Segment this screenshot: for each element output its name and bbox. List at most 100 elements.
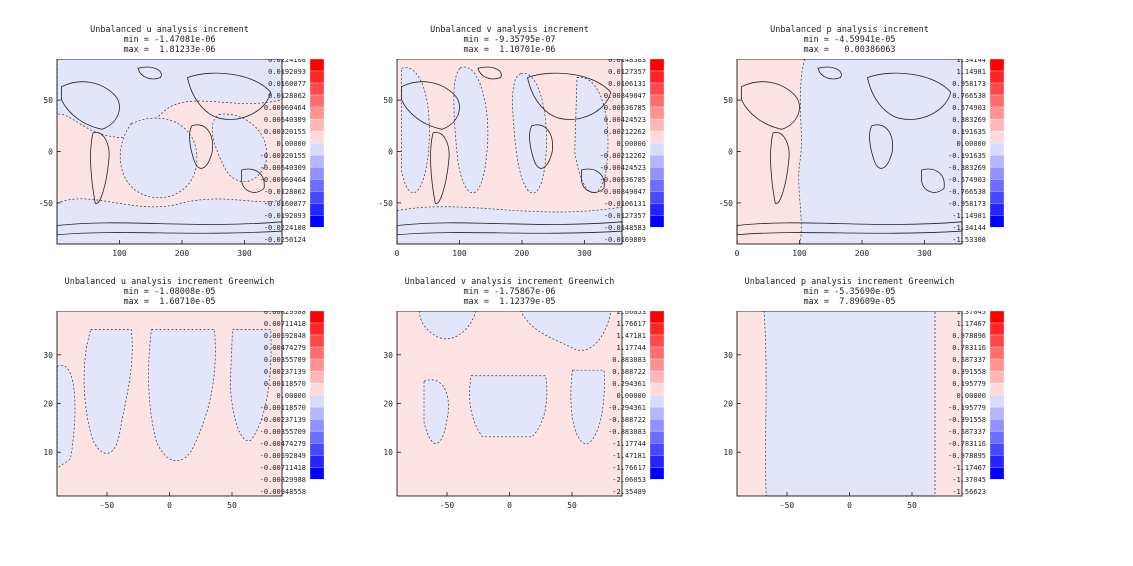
x-tick-label: 200 bbox=[175, 249, 190, 258]
colorbar-label: 0.00592848 bbox=[264, 332, 306, 340]
colorbar-swatch bbox=[309, 455, 325, 468]
colorbar-label: -0.0128062 bbox=[264, 188, 306, 196]
colorbar-label: 0.783116 bbox=[952, 344, 986, 352]
y-tick-label: 0 bbox=[388, 148, 393, 157]
x-tick-label: 300 bbox=[917, 249, 932, 258]
colorbar-label: 0.00474279 bbox=[264, 344, 306, 352]
coastline bbox=[190, 125, 213, 169]
max-label: max = 0.00386063 bbox=[803, 45, 896, 55]
colorbar-label: 0.0160077 bbox=[268, 80, 306, 88]
colorbar-swatch bbox=[989, 322, 1005, 336]
y-tick-label: 10 bbox=[383, 448, 393, 457]
colorbar-label: -0.978895 bbox=[948, 452, 986, 460]
y-tick-label: -50 bbox=[719, 199, 734, 208]
coastline bbox=[528, 73, 611, 119]
colorbar-swatch bbox=[309, 467, 325, 480]
negative-region bbox=[402, 68, 430, 193]
colorbar-swatch bbox=[989, 190, 1005, 204]
coastline bbox=[431, 132, 450, 203]
colorbar-label: -1.47181 bbox=[612, 452, 646, 460]
y-tick-label: 10 bbox=[43, 448, 53, 457]
colorbar-swatch bbox=[309, 370, 325, 384]
colorbar-swatch bbox=[309, 382, 325, 396]
negative-region bbox=[149, 330, 216, 461]
colorbar-label: 0.195779 bbox=[952, 380, 986, 388]
colorbar-swatch bbox=[989, 178, 1005, 192]
coastline bbox=[771, 132, 790, 203]
heatmap-panel: -50 0 50 30 20 10 1.37045 1.17467 0.978896 0.7831… bbox=[712, 311, 1022, 522]
colorbar-label: -2.35489 bbox=[612, 488, 646, 496]
contour-field bbox=[764, 311, 935, 496]
colorbar-swatch bbox=[989, 418, 1005, 432]
coastline bbox=[582, 169, 605, 192]
min-label: min = -4.59941e-05 bbox=[803, 35, 896, 45]
colorbar-label: -0.00424523 bbox=[600, 164, 646, 172]
max-label: max = 1.10701e-06 bbox=[463, 45, 556, 55]
colorbar-label: 0.00424523 bbox=[604, 116, 646, 124]
colorbar-swatch bbox=[649, 406, 665, 420]
colorbar-label: 0.0106131 bbox=[608, 80, 646, 88]
panel-title: Unbalanced u analysis increment min = -1.… bbox=[55, 25, 285, 55]
max-label: max = 1.12379e-05 bbox=[463, 297, 556, 307]
heatmap-panel: -50 0 50 30 20 10 0.00829988 0.00711418 0.005928… bbox=[32, 311, 342, 522]
colorbar-label: 2.06053 bbox=[616, 311, 646, 316]
negative-region bbox=[120, 118, 197, 198]
colorbar-swatch bbox=[309, 166, 325, 180]
colorbar-swatch bbox=[309, 215, 325, 228]
coastline bbox=[922, 169, 945, 192]
colorbar-swatch bbox=[649, 215, 665, 228]
colorbar-swatch bbox=[309, 70, 325, 84]
colorbar-swatch bbox=[309, 346, 325, 360]
colorbar-label: -0.00237139 bbox=[260, 416, 306, 424]
colorbar-swatch bbox=[309, 358, 325, 372]
coastline bbox=[742, 82, 800, 130]
colorbar-swatch bbox=[309, 394, 325, 408]
x-tick-label: 50 bbox=[227, 501, 237, 510]
colorbar-swatch bbox=[649, 70, 665, 84]
colorbar-swatch bbox=[989, 455, 1005, 468]
colorbar-swatch bbox=[989, 334, 1005, 348]
coastline bbox=[138, 67, 161, 79]
colorbar-swatch bbox=[989, 59, 1005, 72]
colorbar-swatch bbox=[649, 394, 665, 408]
max-label: max = 7.89609e-05 bbox=[803, 297, 896, 307]
x-tick-label: 0 bbox=[507, 501, 512, 510]
colorbar-swatch bbox=[989, 203, 1005, 216]
colorbar-label: 0.294361 bbox=[612, 380, 646, 388]
colorbar-swatch bbox=[309, 190, 325, 204]
x-tick-label: 100 bbox=[112, 249, 127, 258]
colorbar-label: -0.191635 bbox=[948, 152, 986, 160]
x-tick-label: 50 bbox=[567, 501, 577, 510]
colorbar-swatch bbox=[989, 442, 1005, 456]
colorbar-swatch bbox=[309, 442, 325, 456]
colorbar-label: -0.00711418 bbox=[260, 464, 306, 472]
negative-region bbox=[212, 114, 266, 182]
colorbar-label: -0.0256124 bbox=[264, 236, 306, 244]
colorbar-label: -0.783116 bbox=[948, 440, 986, 448]
colorbar-label: 0.978896 bbox=[952, 332, 986, 340]
colorbar-label: 0.00849047 bbox=[604, 92, 646, 100]
colorbar-label: -1.17467 bbox=[952, 464, 986, 472]
negative-region bbox=[521, 311, 611, 350]
title-text: Unbalanced p analysis increment Greenwic… bbox=[744, 277, 955, 287]
colorbar-swatch bbox=[989, 311, 1005, 324]
colorbar-swatch bbox=[309, 311, 325, 324]
colorbar-swatch bbox=[309, 203, 325, 216]
negative-region bbox=[230, 330, 271, 441]
colorbar-swatch bbox=[649, 166, 665, 180]
negative-region bbox=[799, 59, 962, 244]
colorbar-swatch bbox=[309, 154, 325, 168]
colorbar-swatch bbox=[989, 346, 1005, 360]
colorbar-label: 1.17744 bbox=[616, 344, 646, 352]
y-tick-label: 30 bbox=[383, 351, 393, 360]
colorbar-swatch bbox=[649, 467, 665, 480]
colorbar-label: -0.883083 bbox=[608, 428, 646, 436]
colorbar-swatch bbox=[309, 430, 325, 444]
colorbar-swatch bbox=[649, 59, 665, 72]
colorbar-label: 0.0148583 bbox=[608, 59, 646, 64]
y-tick-label: 50 bbox=[723, 96, 733, 105]
colorbar-label: 0.0127357 bbox=[608, 68, 646, 76]
colorbar-swatch bbox=[649, 94, 665, 108]
colorbar-label: 0.00000 bbox=[276, 140, 306, 148]
colorbar-swatch bbox=[649, 455, 665, 468]
